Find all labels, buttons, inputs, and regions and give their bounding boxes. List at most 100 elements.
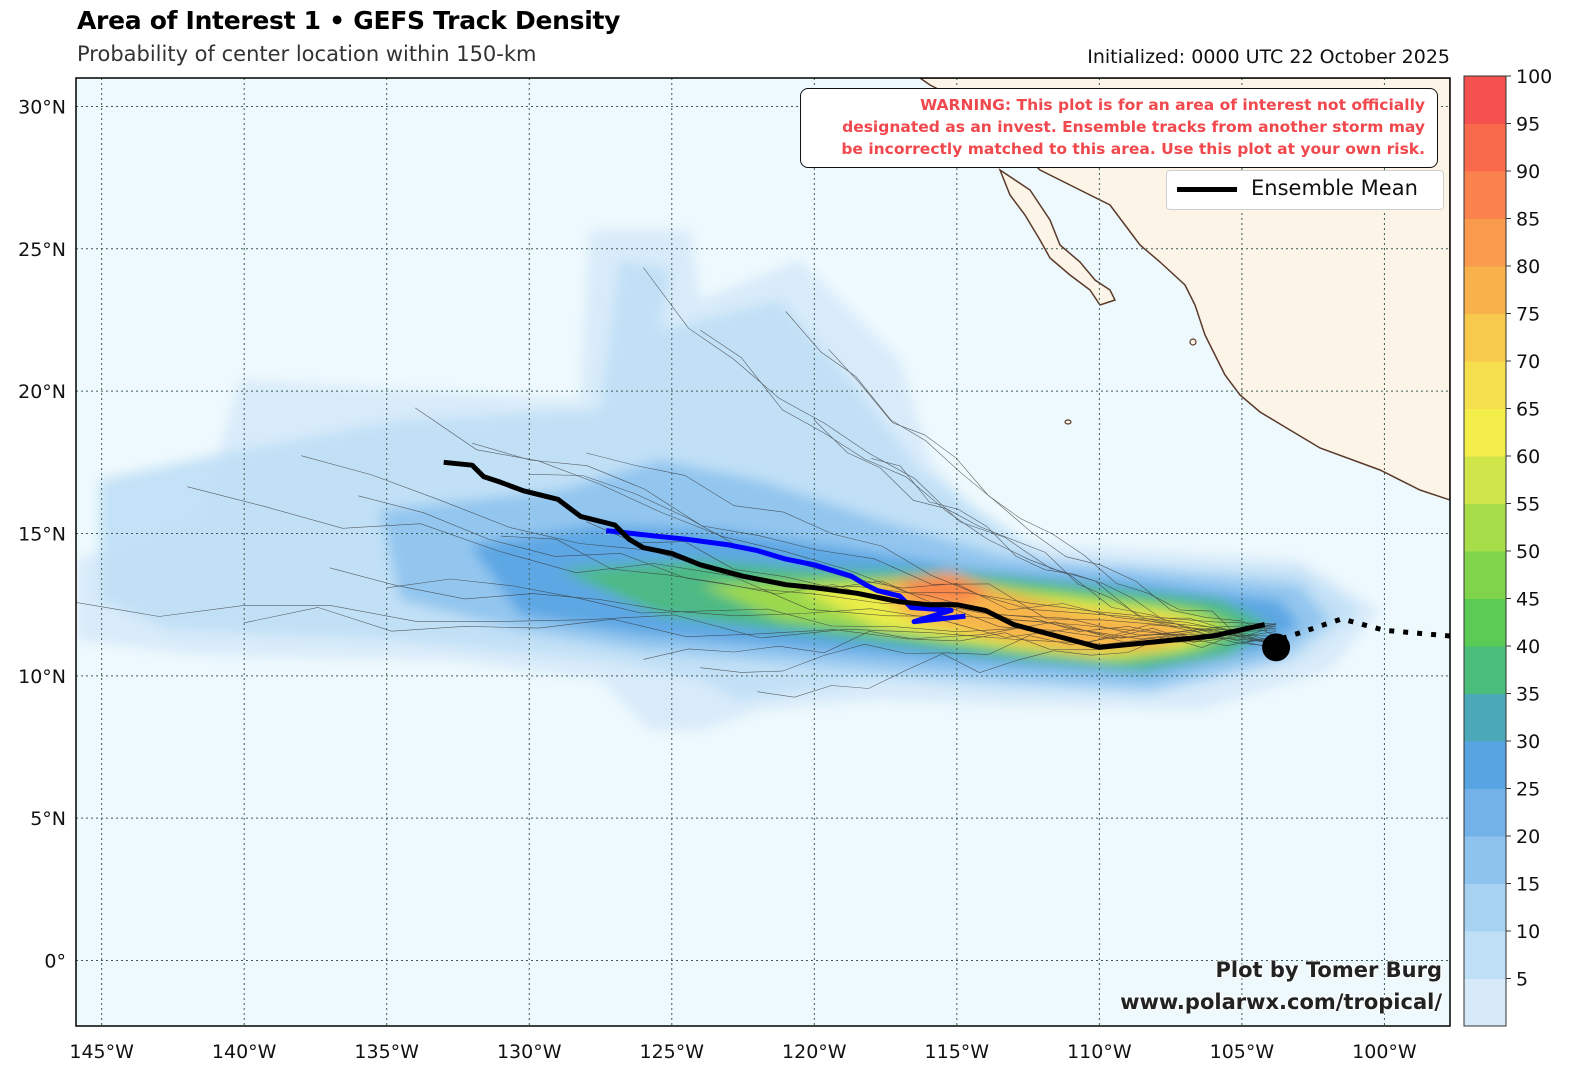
plot-frame [75,77,1451,1027]
colorbar-tick-label: 60 [1516,446,1540,468]
colorbar-tick-label: 100 [1516,66,1552,88]
legend: Ensemble Mean [1166,170,1444,210]
colorbar-tick-label: 25 [1516,779,1540,801]
warning-box: WARNING: This plot is for an area of int… [800,88,1438,168]
legend-mean-line-swatch [1177,187,1237,192]
lon-tick-label: 125°W [639,1041,704,1063]
lat-tick-label: 20°N [18,381,66,403]
ensemble-member-track [244,607,1277,644]
warning-line: designated as an invest. Ensemble tracks… [842,118,1425,136]
lat-tick-label: 15°N [18,523,66,545]
colorbar-tick-label: 50 [1516,541,1540,563]
colorbar-tick-label: 40 [1516,636,1540,658]
lon-tick-label: 105°W [1210,1041,1275,1063]
credit-url: www.polarwx.com/tropical/ [1120,990,1442,1014]
colorbar-segment [1464,123,1506,172]
colorbar-segment [1464,836,1506,884]
colorbar-segment [1464,788,1506,837]
ensemble-member-tracks [76,267,1277,698]
colorbar-tick-label: 20 [1516,826,1540,848]
lon-tick-label: 135°W [354,1041,419,1063]
lat-tick-label: 5°N [30,808,66,830]
island [1064,419,1072,425]
map-subtitle: Probability of center location within 15… [77,42,537,66]
legend-label: Ensemble Mean [1251,176,1418,200]
colorbar-tick-label: 65 [1516,399,1540,421]
colorbar-segment [1464,171,1506,219]
lon-tick-label: 130°W [497,1041,562,1063]
latitude-tick-labels: 30°N 25°N 20°N 15°N 10°N 5°N 0° [18,96,66,972]
colorbar-tick-label: 15 [1516,874,1540,896]
ensemble-member-track [386,578,1277,646]
colorbar-segment [1464,978,1506,1027]
highlight-track [605,528,966,625]
colorbar-segment [1464,456,1506,504]
ensemble-member-track [187,486,1277,644]
colorbar-segment [1464,408,1506,457]
colorbar-tick-label: 30 [1516,731,1540,753]
colorbar-segment [1464,503,1506,552]
lat-tick-label: 30°N [18,96,66,118]
colorbar-tick-label: 35 [1516,684,1540,706]
initialized-time: Initialized: 0000 UTC 22 October 2025 [1087,46,1450,68]
colorbar-segment [1464,218,1506,267]
land-baja [998,168,1117,306]
ensemble-member-track [643,267,1277,647]
observed-dotted-track [1261,616,1450,647]
colorbar-segment [1464,266,1506,314]
colorbar-segment [1464,313,1506,362]
colorbar-tick-label: 70 [1516,351,1540,373]
ensemble-member-track [785,311,1277,637]
colorbar-tick-label: 45 [1516,589,1540,611]
colorbar-segment [1464,931,1506,979]
colorbar-segment [1464,883,1506,932]
colorbar-tick-label: 90 [1516,161,1540,183]
ensemble-member-track [814,419,1277,638]
colorbar-segment [1464,551,1506,599]
ensemble-member-track [700,329,1277,647]
lat-tick-label: 0° [44,951,66,973]
lat-tick-label: 10°N [18,666,66,688]
colorbar-tick-label: 80 [1516,256,1540,278]
graticule [76,78,1450,1026]
lat-tick-label: 25°N [18,239,66,261]
colorbar-tick-label: 85 [1516,209,1540,231]
island [1189,338,1197,346]
colorbar-segment [1464,693,1506,742]
lon-tick-label: 100°W [1352,1041,1417,1063]
ensemble-member-track [472,442,1277,649]
colorbar-tick-label: 55 [1516,494,1540,516]
initial-position-marker [1262,633,1291,662]
density-swath [76,230,1380,730]
ensemble-mean-track [443,459,1266,650]
longitude-tick-labels: 145°W 140°W 135°W 130°W 125°W 120°W 115°W 110°W… [69,1041,1417,1063]
colorbar-segment [1464,76,1506,124]
colorbar-segment [1464,741,1506,789]
ensemble-member-track [871,458,1277,642]
ensemble-member-track [329,567,1277,640]
colorbar-tick-labels: 5 10 15 20 25 30 35 40 45 50 55 60 65 70 75 80 85 90 95 100 [1516,66,1552,991]
ensemble-member-track [358,495,1277,639]
ensemble-member-track [586,452,1277,633]
ensemble-member-track [757,623,1277,698]
warning-line: WARNING: This plot is for an area of int… [920,96,1425,114]
lon-tick-label: 140°W [212,1041,277,1063]
colorbar-frame [1463,75,1507,1027]
colorbar-tick-label: 5 [1516,969,1528,991]
colorbar-tick-label: 75 [1516,304,1540,326]
lon-tick-label: 115°W [925,1041,990,1063]
colorbar [1464,75,1511,1027]
colorbar-segment [1464,598,1506,647]
lon-tick-label: 145°W [69,1041,134,1063]
credit-author: Plot by Tomer Burg [1215,958,1443,982]
lon-tick-label: 120°W [782,1041,847,1063]
ensemble-member-track [415,407,1277,625]
warning-line: be incorrectly matched to this area. Use… [841,140,1425,158]
colorbar-tick-label: 10 [1516,921,1540,943]
lon-tick-label: 110°W [1067,1041,1132,1063]
colorbar-segment [1464,361,1506,409]
colorbar-tick-label: 95 [1516,114,1540,136]
colorbar-segment [1464,646,1506,694]
map-title: Area of Interest 1 • GEFS Track Density [77,6,621,35]
